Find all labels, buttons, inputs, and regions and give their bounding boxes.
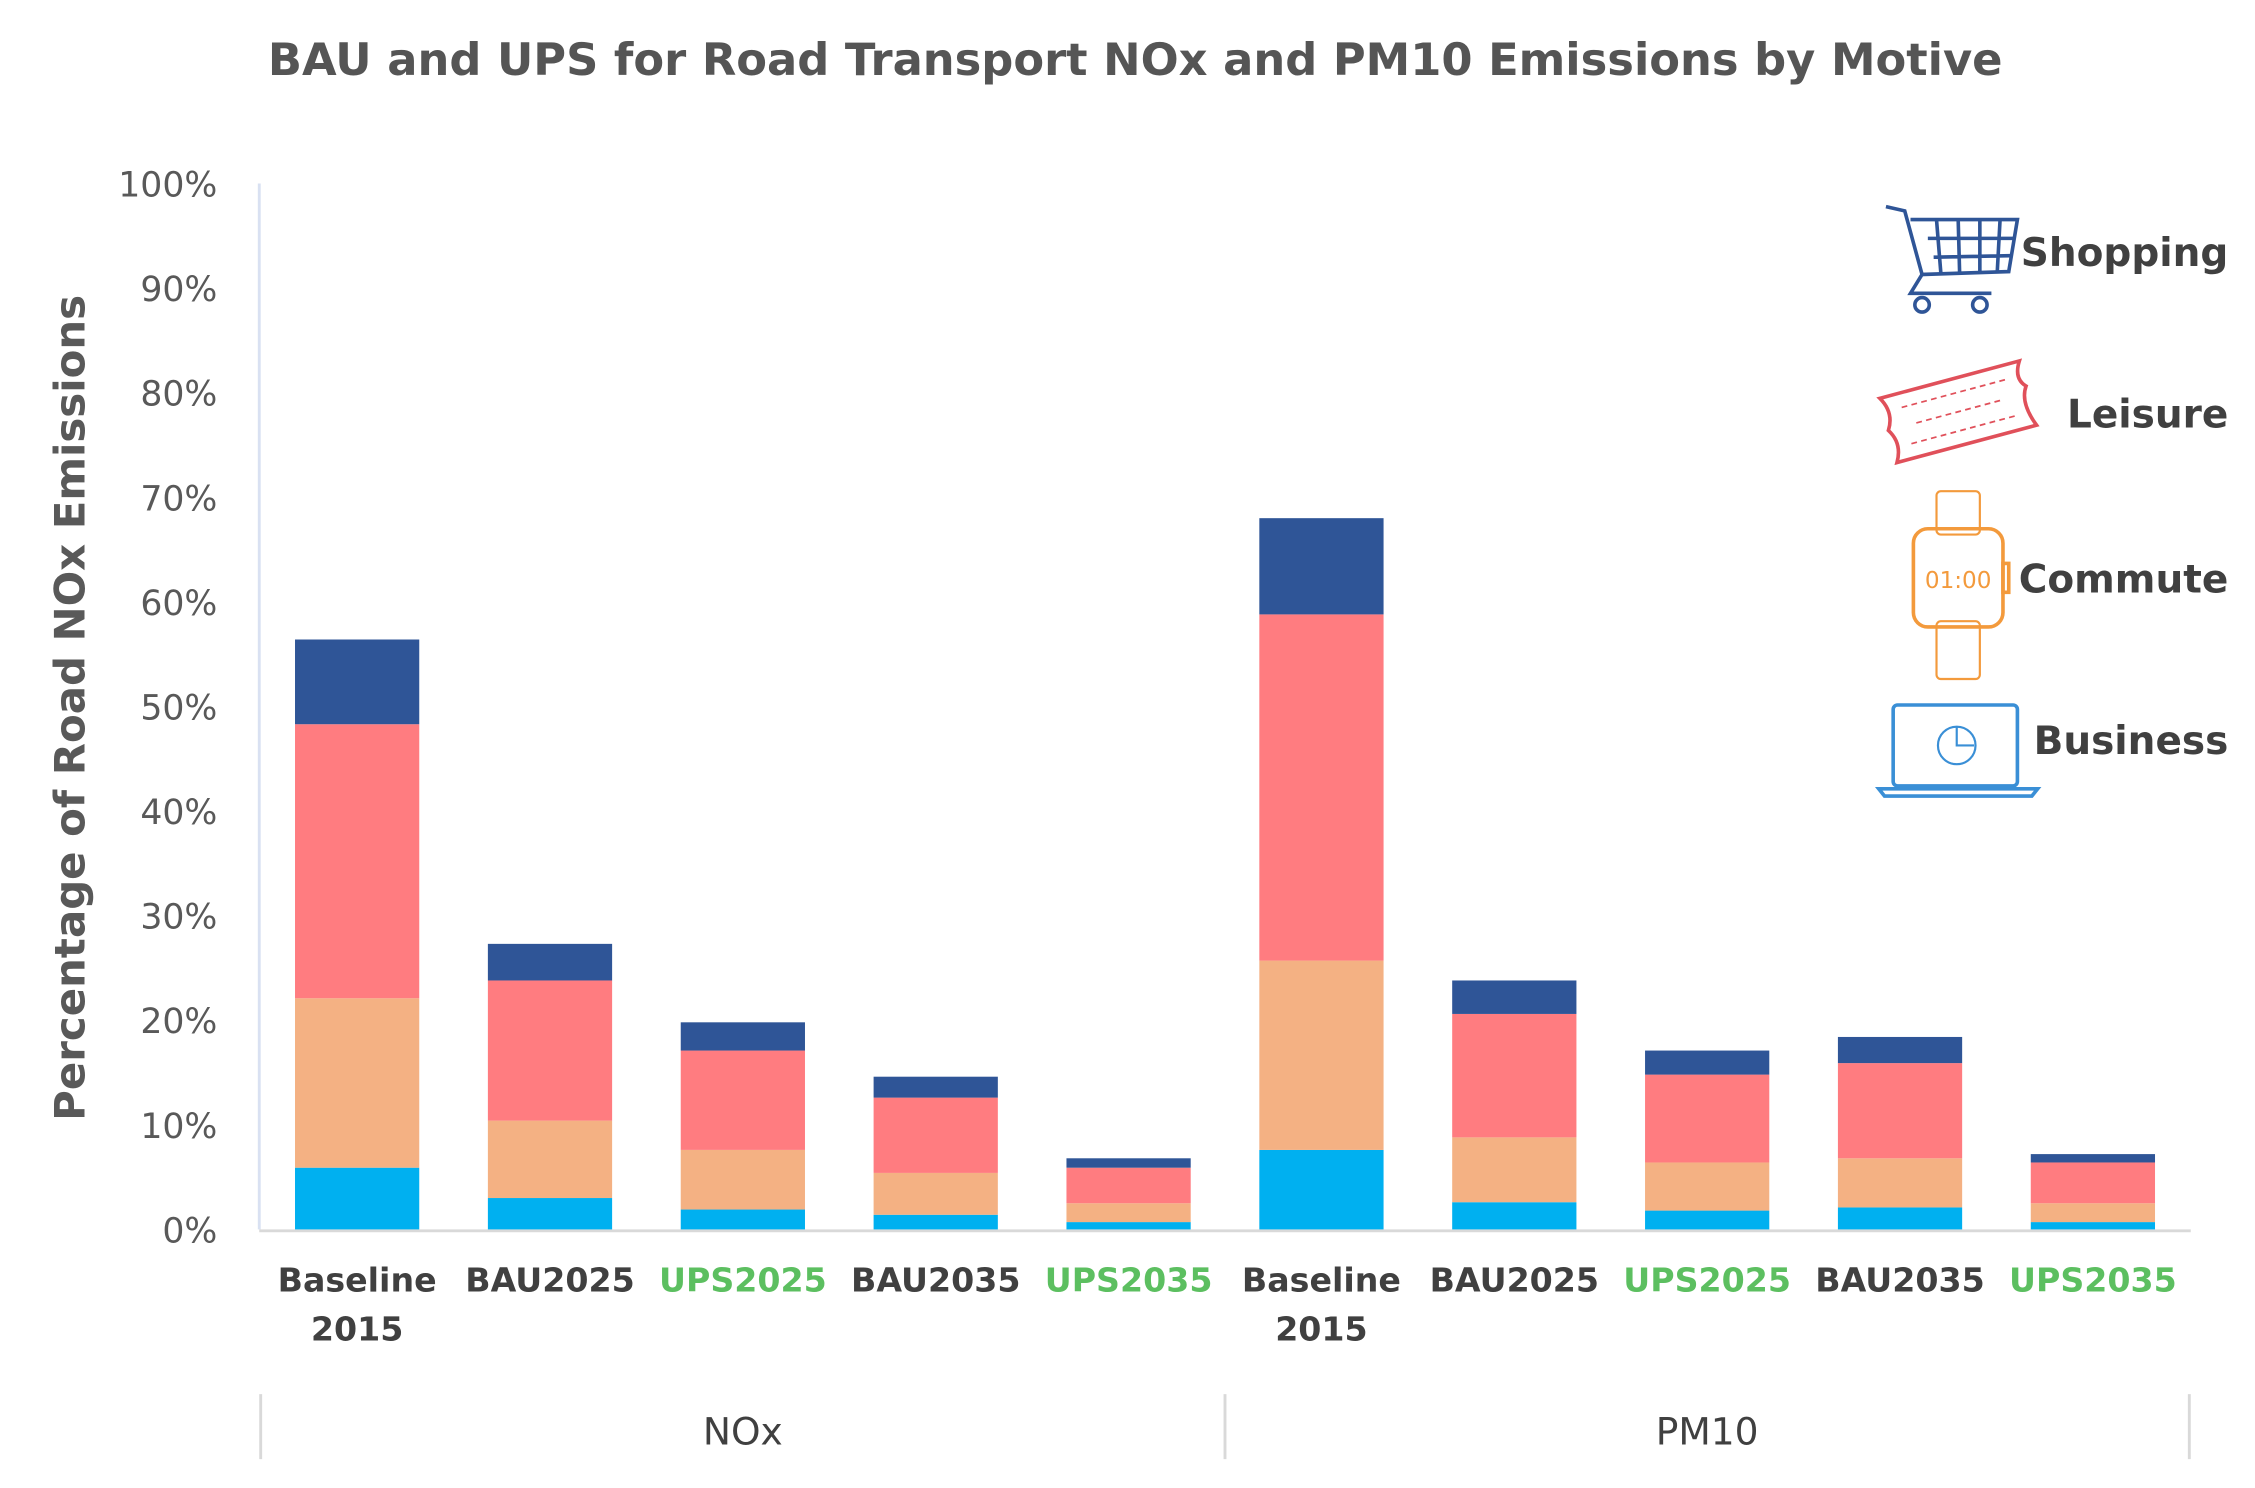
bar-segment-leisure	[1259, 614, 1384, 961]
bar-stack	[487, 943, 613, 1230]
bar-segment-commute	[1452, 1137, 1577, 1203]
x-tick-label: UPS2035	[2009, 1261, 2177, 1300]
bar-segment-leisure	[2030, 1162, 2156, 1204]
bar-segment-shopping	[487, 943, 613, 981]
bar-segment-business	[873, 1214, 998, 1230]
x-tick-label: UPS2035	[1045, 1261, 1213, 1300]
x-tick-label-line2: 2015	[1275, 1310, 1367, 1349]
x-tick-label: BAU2035	[1815, 1261, 1984, 1300]
bar-stack	[2030, 1154, 2156, 1230]
x-tick-label: UPS2025	[1623, 1261, 1791, 1300]
bar-segment-shopping	[873, 1076, 998, 1098]
legend-label: Commute	[2019, 557, 2229, 602]
x-ticks: Baseline 2015 BAU2025 UPS2025 BAU2035 UPS2035…	[278, 1261, 2177, 1349]
bar-segment-leisure	[1452, 1013, 1577, 1138]
bar-segment-commute	[1837, 1158, 1963, 1208]
legend-item-shopping: Shopping	[1885, 204, 2229, 314]
x-tick-label: BAU2025	[465, 1261, 634, 1300]
bar-segment-business	[1645, 1210, 1770, 1230]
group-label: PM10	[1656, 1410, 1759, 1454]
bar-segment-commute	[2030, 1203, 2156, 1223]
bar-segment-shopping	[295, 639, 420, 725]
legend-item-leisure: Leisure	[1876, 358, 2228, 466]
legend-label: Shopping	[2021, 231, 2229, 276]
bar-segment-shopping	[1837, 1036, 1963, 1064]
bar-stack	[873, 1076, 998, 1230]
y-tick-label: 100%	[118, 165, 217, 205]
legend-item-business: Business	[1874, 703, 2229, 798]
chart-title: BAU and UPS for Road Transport NOx and P…	[268, 33, 2003, 86]
bar-segment-business	[295, 1167, 420, 1230]
bar-segment-leisure	[1837, 1063, 1963, 1159]
y-tick-label: 80%	[140, 375, 217, 415]
bar-stack	[1452, 980, 1577, 1230]
bar-stack	[295, 639, 420, 1230]
bars	[295, 518, 2156, 1230]
watch-icon: 01:00	[1911, 490, 2011, 681]
bar-segment-shopping	[2030, 1154, 2156, 1163]
bar-segment-commute	[1066, 1203, 1191, 1223]
bar-stack	[1259, 518, 1384, 1230]
y-tick-label: 10%	[140, 1107, 217, 1147]
y-tick-label: 50%	[140, 688, 217, 728]
bar-segment-business	[1452, 1202, 1577, 1230]
bar-segment-business	[487, 1198, 613, 1230]
y-tick-label: 40%	[140, 793, 217, 833]
bar-segment-business	[1066, 1222, 1191, 1230]
x-tick-label: BAU2035	[851, 1261, 1020, 1300]
bar-segment-shopping	[1645, 1050, 1770, 1075]
bar-segment-leisure	[487, 980, 613, 1121]
x-tick-label: Baseline	[278, 1261, 437, 1300]
bar-segment-commute	[295, 998, 420, 1168]
x-tick-label: Baseline	[1242, 1261, 1401, 1300]
bar-segment-business	[680, 1209, 805, 1230]
bar-stack	[680, 1022, 805, 1230]
group-labels: NOx PM10	[259, 1394, 2191, 1460]
legend-label: Business	[2034, 719, 2229, 764]
bar-segment-commute	[680, 1149, 805, 1210]
bar-segment-commute	[1645, 1162, 1770, 1211]
bar-stack	[1645, 1050, 1770, 1230]
bar-segment-business	[1259, 1149, 1384, 1230]
bar-stack	[1066, 1158, 1191, 1230]
bar-segment-shopping	[1259, 518, 1384, 615]
bar-segment-leisure	[680, 1050, 805, 1150]
bar-segment-commute	[873, 1172, 998, 1215]
bar-segment-shopping	[680, 1022, 805, 1051]
watch-time: 01:00	[1925, 568, 1992, 594]
bar-stack	[1837, 1036, 1963, 1230]
bar-segment-leisure	[1066, 1167, 1191, 1204]
bar-segment-business	[2030, 1222, 2156, 1230]
bar-segment-shopping	[1066, 1158, 1191, 1168]
bar-segment-leisure	[873, 1097, 998, 1173]
legend-label: Leisure	[2067, 393, 2228, 438]
legend: Shopping Leisure 01:00 Commute	[1874, 204, 2229, 798]
y-tick-label: 30%	[140, 898, 217, 938]
legend-item-commute: 01:00 Commute	[1911, 490, 2229, 681]
y-tick-label: 70%	[140, 479, 217, 519]
laptop-chart-icon	[1874, 703, 2042, 798]
ticket-icon	[1876, 358, 2040, 466]
y-tick-label: 60%	[140, 584, 217, 624]
shopping-cart-icon	[1885, 204, 2020, 314]
bar-segment-leisure	[295, 724, 420, 999]
bar-segment-shopping	[1452, 980, 1577, 1014]
group-label: NOx	[703, 1410, 783, 1454]
x-tick-label: UPS2025	[659, 1261, 827, 1300]
y-tick-label: 20%	[140, 1002, 217, 1042]
bar-segment-business	[1837, 1207, 1963, 1230]
bar-segment-leisure	[1645, 1074, 1770, 1163]
x-tick-label-line2: 2015	[311, 1310, 403, 1349]
y-ticks: 0% 10% 20% 30% 40% 50% 60% 70% 80% 90% 100%	[118, 165, 217, 1251]
bar-segment-commute	[487, 1120, 613, 1199]
y-tick-label: 0%	[162, 1211, 217, 1251]
y-tick-label: 90%	[140, 270, 217, 310]
y-axis-label: Percentage of Road NOx Emissions	[45, 295, 94, 1121]
x-tick-label: BAU2025	[1430, 1261, 1599, 1300]
bar-segment-commute	[1259, 960, 1384, 1150]
